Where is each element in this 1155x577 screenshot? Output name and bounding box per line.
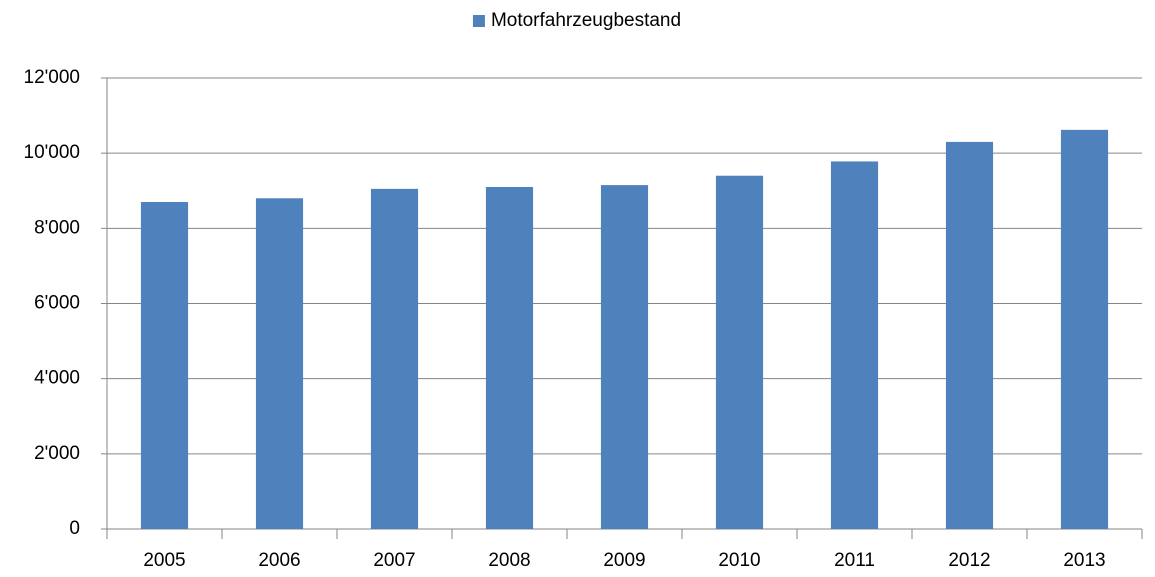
bar	[830, 161, 879, 529]
bar	[945, 141, 994, 529]
bar	[255, 198, 304, 529]
y-tick-label: 4'000	[34, 368, 80, 389]
y-tick-label: 10'000	[24, 142, 80, 163]
bar	[600, 185, 649, 530]
x-tick-label: 2006	[258, 550, 300, 571]
x-tick-label: 2007	[373, 550, 415, 571]
y-tick-label: 0	[69, 518, 80, 539]
y-tick-label: 6'000	[34, 293, 80, 314]
x-tick-label: 2009	[603, 550, 645, 571]
bar	[1060, 129, 1109, 530]
bar	[370, 188, 419, 529]
bar	[715, 175, 764, 529]
x-tick-label: 2010	[718, 550, 760, 571]
bar	[485, 186, 534, 529]
legend-label: Motorfahrzeugbestand	[491, 10, 681, 31]
y-tick-label: 2'000	[34, 443, 80, 464]
x-tick-label: 2005	[143, 550, 185, 571]
bar	[140, 202, 189, 529]
x-tick-label: 2011	[834, 550, 875, 571]
x-tick-label: 2008	[488, 550, 530, 571]
y-tick-label: 12'000	[24, 67, 80, 88]
y-tick-label: 8'000	[34, 217, 80, 238]
x-tick-label: 2012	[948, 550, 990, 571]
legend-swatch	[472, 15, 485, 27]
x-tick-label: 2013	[1063, 550, 1105, 571]
